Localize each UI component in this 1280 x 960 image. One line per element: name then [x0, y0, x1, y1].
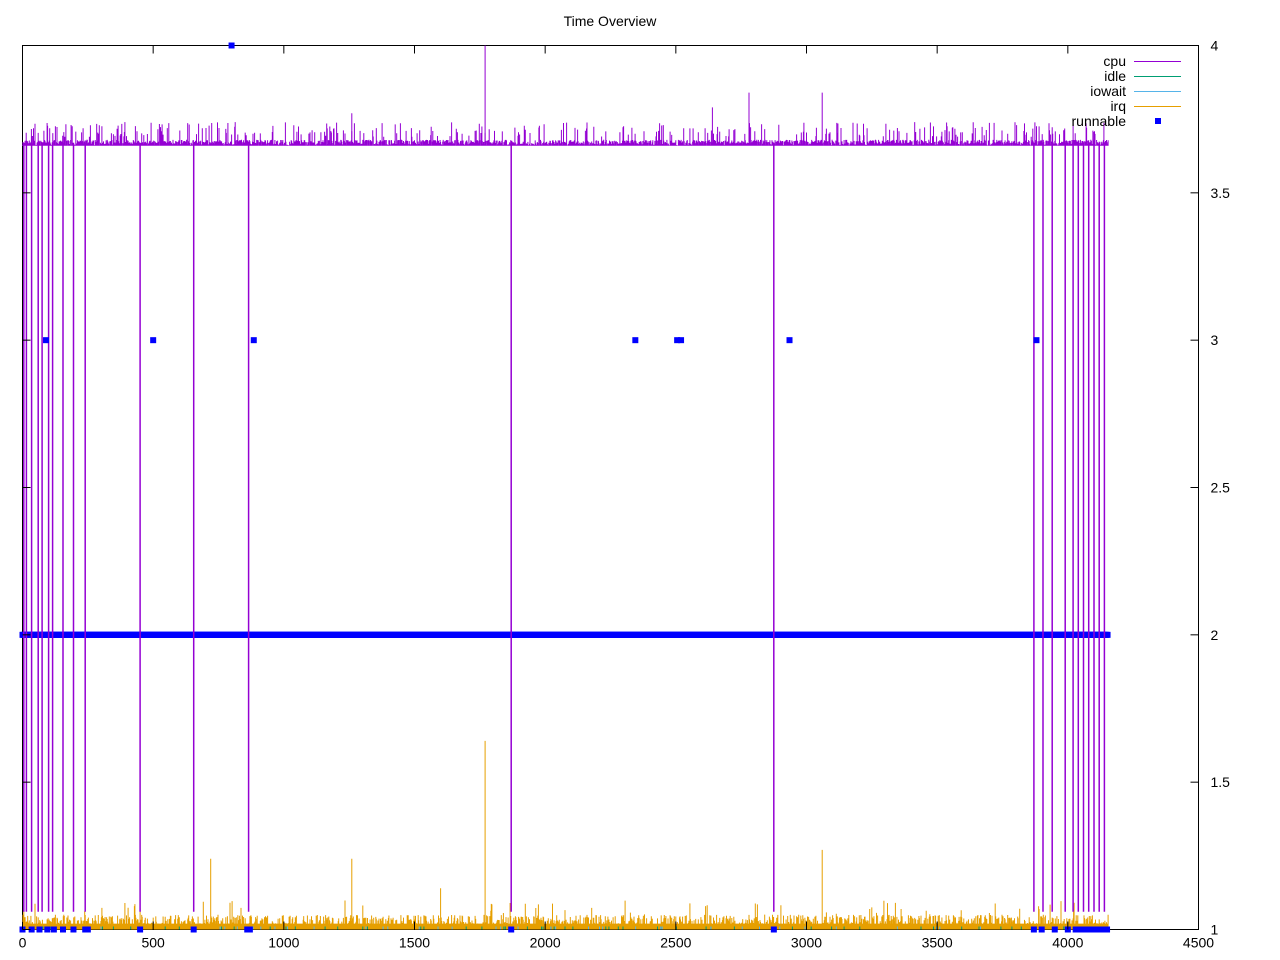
runnable-point: [28, 926, 35, 933]
runnable-point: [190, 926, 197, 933]
x-tick-label: 1000: [268, 935, 299, 951]
runnable-point: [1098, 926, 1105, 933]
runnable-point: [246, 926, 253, 933]
runnable-point: [1038, 926, 1045, 933]
legend-swatch-runnable: [1155, 118, 1161, 124]
series-iowait: [100, 926, 1101, 930]
runnable-point: [84, 926, 91, 933]
legend-label-cpu: cpu: [1103, 53, 1126, 69]
runnable-point: [228, 42, 235, 49]
runnable-point: [36, 926, 43, 933]
chart-title: Time Overview: [564, 13, 658, 29]
x-tick-label: 3000: [791, 935, 822, 951]
series-runnable-points: [19, 42, 1111, 933]
x-tick-label: 1500: [399, 935, 430, 951]
y-tick-label: 4: [1211, 38, 1219, 54]
y-tick-label: 3.5: [1211, 185, 1231, 201]
series-irq: [22, 740, 1109, 930]
runnable-point: [770, 926, 777, 933]
y-tick-label: 1.5: [1211, 774, 1231, 790]
idle-line: [42, 926, 1109, 930]
runnable-point: [1033, 337, 1040, 344]
x-tick-label: 2500: [660, 935, 691, 951]
legend-label-idle: idle: [1104, 68, 1126, 84]
series-layer: [19, 42, 1111, 933]
y-tick-label: 2: [1211, 627, 1219, 643]
iowait-line: [100, 926, 1101, 930]
runnable-point: [1083, 926, 1090, 933]
runnable-point: [1093, 926, 1100, 933]
runnable-point: [1088, 926, 1095, 933]
runnable-point: [137, 926, 144, 933]
runnable-point: [150, 337, 157, 344]
cpu-spike-lines: [351, 45, 823, 143]
plot-frame: [22, 45, 1199, 930]
legend-label-iowait: iowait: [1090, 83, 1126, 99]
runnable-point: [674, 337, 681, 344]
cpu-drop-lines: [23, 142, 1106, 912]
runnable-point: [43, 337, 50, 344]
runnable-point: [508, 926, 515, 933]
x-tick-label: 4500: [1183, 935, 1214, 951]
irq-line: [22, 740, 1109, 930]
y-tick-label: 1: [1211, 922, 1219, 938]
runnable-point: [786, 337, 793, 344]
series-idle: [42, 926, 1109, 930]
x-tick-label: 3500: [922, 935, 953, 951]
x-tick-label: 4000: [1052, 935, 1083, 951]
y-tick-label: 2.5: [1211, 480, 1231, 496]
runnable-point: [250, 337, 257, 344]
runnable-point: [50, 926, 57, 933]
runnable-point: [678, 337, 685, 344]
runnable-point: [1051, 926, 1058, 933]
legend-label-irq: irq: [1110, 98, 1126, 114]
series-runnable: [19, 631, 1111, 638]
x-tick-label: 500: [141, 935, 165, 951]
y-tick-label: 3: [1211, 332, 1219, 348]
runnable-point: [60, 926, 67, 933]
runnable-point: [70, 926, 77, 933]
legend-label-runnable: runnable: [1072, 113, 1127, 129]
runnable-point: [1030, 926, 1037, 933]
x-tick-label: 0: [19, 935, 27, 951]
x-tick-label: 2000: [530, 935, 561, 951]
runnable-point: [1077, 926, 1084, 933]
cpu-line: [22, 122, 1109, 146]
runnable-point: [1072, 926, 1079, 933]
runnable-point: [1104, 926, 1111, 933]
runnable-point: [44, 926, 51, 933]
runnable-point: [1104, 631, 1111, 638]
series-cpu: [22, 45, 1109, 912]
runnable-point: [632, 337, 639, 344]
